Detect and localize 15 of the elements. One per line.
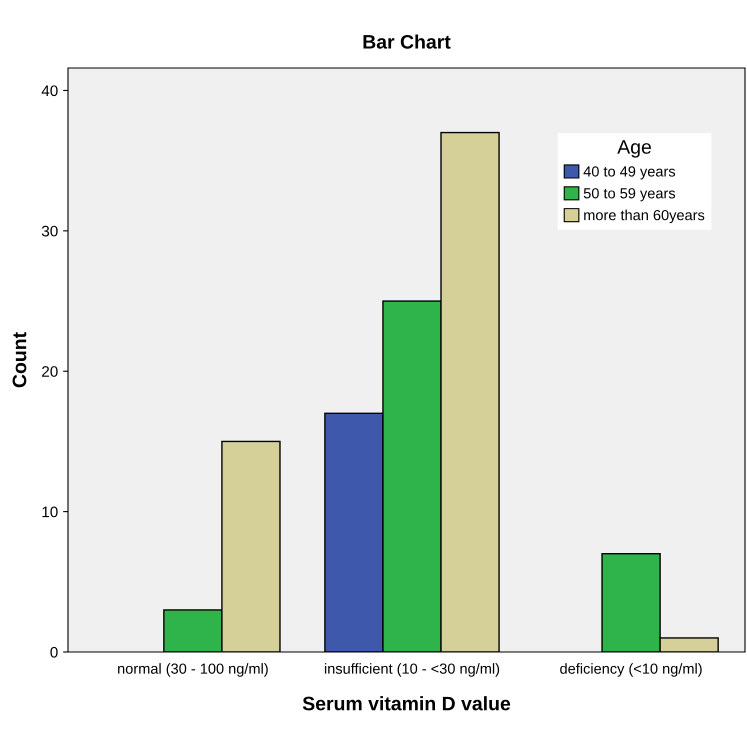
legend-label: 50 to 59 years	[584, 188, 676, 202]
legend-label: 40 to 49 years	[584, 166, 676, 180]
x-tick-label: normal (30 - 100 ng/ml)	[118, 663, 268, 677]
legend-title: Age	[617, 140, 651, 158]
x-tick-label: deficiency (<10 ng/ml)	[560, 663, 702, 677]
y-tick-label: 40	[42, 85, 58, 96]
y-tick-label: 10	[42, 506, 58, 518]
y-tick-label: 0	[50, 646, 58, 658]
x-axis-title: Serum vitamin D value	[302, 696, 510, 710]
y-tick-label: 30	[42, 226, 58, 237]
x-tick-label: insufficient (10 - <30 ng/ml)	[324, 663, 500, 677]
chart-title: Bar Chart	[364, 34, 451, 49]
y-axis-title: Count	[12, 332, 26, 388]
y-tick-label: 20	[42, 366, 58, 377]
legend-label: more than 60years	[584, 210, 704, 224]
